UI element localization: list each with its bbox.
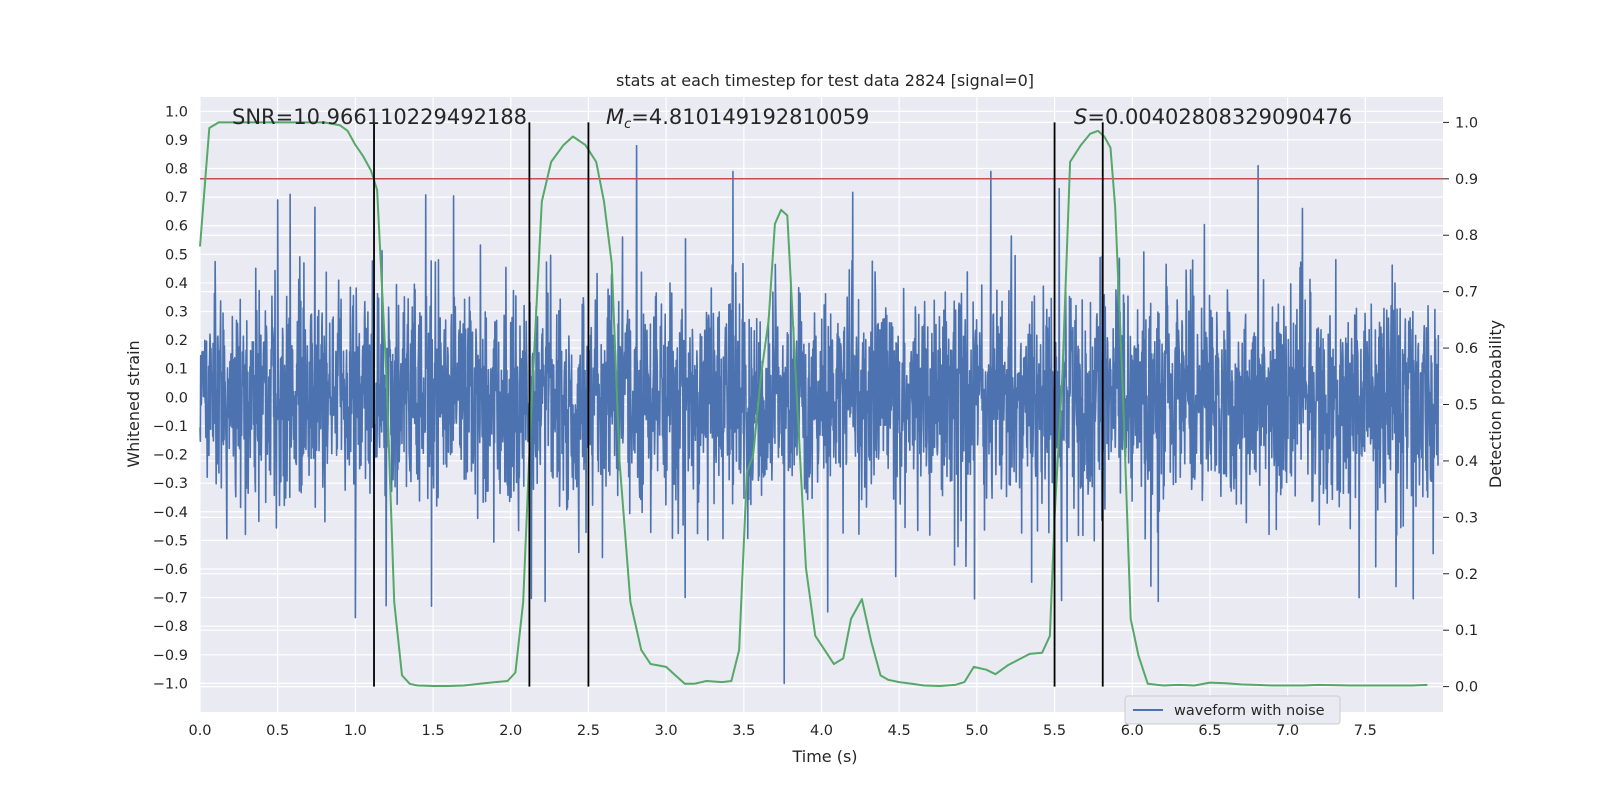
x-tick-label: 4.5 [888, 723, 911, 739]
waveform-line [199, 144, 1440, 685]
y-tick-label: 0.0 [165, 390, 188, 406]
legend-entry-waveform: waveform with noise [1174, 703, 1325, 719]
x-tick-label: 2.0 [499, 723, 522, 739]
y-tick-label: −0.2 [153, 448, 188, 464]
y-tick-label: 0.2 [165, 333, 188, 349]
y-tick-label: −0.3 [153, 476, 188, 492]
y-tick-label: −0.1 [153, 419, 188, 435]
y-tick-label: 0.8 [165, 162, 188, 178]
x-axis-label: Time (s) [791, 747, 857, 766]
x-tick-label: 1.0 [344, 723, 367, 739]
y2-tick-label: 0.2 [1455, 567, 1478, 583]
y2-axis-ticks: 0.0 0.1 0.2 0.3 0.4 0.5 0.6 0.7 0.8 0.9 1.0 [1443, 115, 1478, 696]
y-axis-label: Whitened strain [124, 340, 143, 467]
chirp-mass-subscript: c [624, 117, 631, 132]
x-tick-label: 0.0 [188, 723, 211, 739]
y-tick-label: −0.5 [153, 533, 188, 549]
y-tick-label: 0.6 [165, 219, 188, 235]
chirp-mass-symbol: M [606, 105, 624, 129]
y2-axis-label: Detection probability [1486, 320, 1505, 488]
x-tick-label: 3.5 [732, 723, 755, 739]
y-tick-label: 0.1 [165, 362, 188, 378]
y-tick-label: −0.8 [153, 619, 188, 635]
y-tick-label: 0.4 [165, 276, 188, 292]
y2-tick-label: 1.0 [1455, 115, 1478, 131]
y2-tick-label: 0.6 [1455, 341, 1478, 357]
y-tick-label: 0.5 [165, 247, 188, 263]
y-tick-label: −1.0 [153, 676, 188, 692]
s-annotation: S=0.00402808329090476 [1074, 105, 1352, 129]
y-tick-label: 0.3 [165, 305, 188, 321]
legend-box [1124, 695, 1341, 725]
chart-title: stats at each timestep for test data 282… [616, 71, 1034, 90]
x-tick-label: 6.5 [1198, 723, 1221, 739]
probability-series [199, 121, 1428, 688]
x-axis-ticks: 0.0 0.5 1.0 1.5 2.0 2.5 3.0 3.5 4.0 4.5 5.0 5.5 6.0 6… [188, 723, 1376, 739]
y2-tick-label: 0.7 [1455, 285, 1478, 301]
y-tick-label: 0.7 [165, 190, 188, 206]
snr-annotation: SNR=10.966110229492188 [232, 105, 527, 129]
chirp-mass-value: =4.810149192810059 [631, 105, 869, 129]
y2-tick-label: 0.0 [1455, 680, 1478, 696]
x-tick-label: 4.0 [810, 723, 833, 739]
vertical-markers [373, 122, 1104, 687]
detection-probability-line [199, 121, 1428, 688]
y2-tick-label: 0.3 [1455, 510, 1478, 526]
x-tick-label: 2.5 [577, 723, 600, 739]
y2-tick-label: 0.9 [1455, 172, 1478, 188]
x-tick-label: 0.5 [266, 723, 289, 739]
s-value: =0.00402808329090476 [1087, 105, 1352, 129]
waveform-series [199, 144, 1440, 685]
y2-tick-label: 0.8 [1455, 228, 1478, 244]
y2-tick-label: 0.4 [1455, 454, 1478, 470]
x-tick-label: 3.0 [655, 723, 678, 739]
y-tick-label: −0.4 [153, 505, 188, 521]
s-symbol: S [1074, 105, 1087, 129]
y-tick-label: 0.9 [165, 133, 188, 149]
y-axis-ticks: −1.0 −0.9 −0.8 −0.7 −0.6 −0.5 −0.4 −0.3 −0.2 −0.1… [153, 104, 188, 692]
chirp-mass-annotation: Mc=4.810149192810059 [606, 105, 869, 132]
y2-tick-label: 0.5 [1455, 398, 1478, 414]
y2-tick-label: 0.1 [1455, 623, 1478, 639]
x-tick-label: 7.0 [1276, 723, 1299, 739]
x-tick-label: 5.5 [1043, 723, 1066, 739]
x-tick-label: 7.5 [1354, 723, 1377, 739]
x-tick-label: 5.0 [965, 723, 988, 739]
x-tick-label: 6.0 [1121, 723, 1144, 739]
y-tick-label: −0.9 [153, 648, 188, 664]
y-tick-label: −0.6 [153, 562, 188, 578]
legend: waveform with noise [1124, 695, 1341, 725]
x-tick-label: 1.5 [422, 723, 445, 739]
y-tick-label: 1.0 [165, 104, 188, 120]
y-tick-label: −0.7 [153, 591, 188, 607]
